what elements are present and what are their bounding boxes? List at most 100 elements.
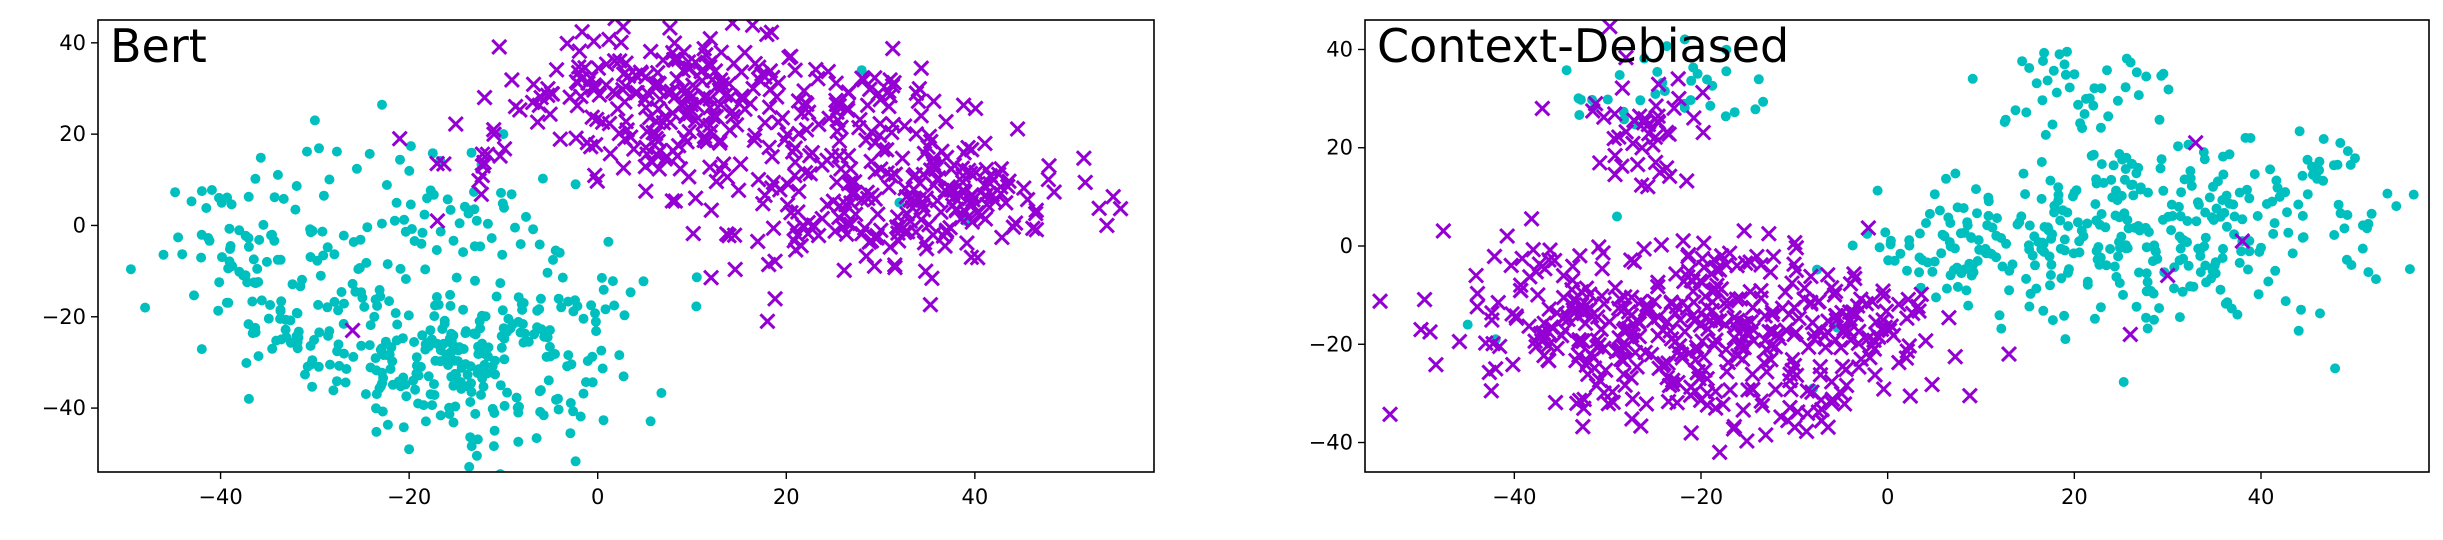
data-point-x	[1838, 377, 1855, 394]
data-point-x	[568, 130, 585, 147]
data-point-x	[765, 174, 782, 191]
data-point-x	[1736, 222, 1753, 239]
data-point-x	[761, 139, 778, 156]
data-point-dot	[578, 388, 589, 399]
data-point-x	[697, 46, 714, 63]
data-point-x	[664, 142, 682, 159]
data-point-x	[602, 145, 619, 162]
data-point-dot	[2060, 334, 2071, 345]
x-tick-label: −20	[1679, 485, 1723, 509]
data-point-dot	[445, 300, 456, 311]
data-point-dot	[2123, 223, 2134, 234]
data-point-dot	[2064, 82, 2075, 93]
data-point-x	[1593, 288, 1610, 305]
data-point-dot	[384, 349, 395, 360]
data-point-dot	[481, 349, 492, 360]
data-point-dot	[333, 339, 344, 350]
data-point-dot	[1959, 227, 1970, 238]
data-point-x	[886, 256, 903, 274]
data-point-x	[1796, 280, 1813, 297]
data-point-dot	[381, 180, 392, 190]
data-point-x	[1679, 268, 1696, 285]
data-point-x	[1867, 314, 1884, 331]
data-point-x	[1798, 423, 1815, 440]
data-point-dot	[2036, 193, 2047, 204]
data-point-dot	[2249, 169, 2260, 180]
data-point-dot	[2017, 56, 2028, 67]
data-point-dot	[313, 299, 324, 310]
data-point-x	[1503, 257, 1520, 274]
data-point-x	[1647, 98, 1665, 115]
data-point-dot	[2371, 274, 2381, 285]
data-point-x	[908, 85, 925, 102]
data-point-x	[1624, 391, 1641, 408]
data-point-dot	[1971, 184, 1981, 195]
data-point-x	[1483, 304, 1501, 322]
data-point-dot	[2158, 214, 2168, 225]
data-point-x	[1651, 164, 1669, 181]
data-point-dot	[1872, 185, 1883, 196]
data-point-dot	[2079, 109, 2090, 119]
data-point-dot	[275, 306, 286, 317]
data-point-dot	[329, 296, 340, 307]
data-point-dot	[302, 146, 312, 157]
data-point-x	[855, 71, 872, 88]
data-point-dot	[2253, 289, 2264, 300]
data-point-dot	[563, 296, 574, 307]
data-point-dot	[2192, 197, 2203, 208]
x-tick-label: 40	[961, 485, 988, 509]
data-point-dot	[1924, 208, 1935, 219]
data-point-x	[964, 191, 981, 208]
data-point-dot	[2228, 199, 2239, 210]
data-point-x	[1649, 113, 1666, 130]
data-point-dot	[443, 360, 454, 370]
data-point-x	[1661, 168, 1678, 185]
data-point-x	[1649, 278, 1666, 295]
data-point-x	[1762, 264, 1779, 281]
data-point-x	[872, 115, 889, 132]
data-point-dot	[490, 369, 501, 380]
data-point-x	[701, 58, 718, 75]
data-point-dot	[2059, 245, 2070, 256]
data-point-x	[883, 124, 900, 141]
data-point-dot	[243, 233, 254, 243]
data-point-dot	[460, 328, 471, 339]
data-point-dot	[2108, 160, 2119, 171]
data-point-dot	[499, 354, 510, 365]
data-point-x	[2187, 134, 2204, 151]
data-point-x	[1667, 333, 1684, 350]
data-point-dot	[276, 296, 287, 307]
data-point-dot	[2330, 363, 2341, 374]
data-point-x	[787, 140, 804, 157]
data-point-dot	[362, 222, 373, 233]
data-point-x	[663, 83, 680, 101]
data-point-dot	[313, 361, 324, 372]
data-point-x	[1726, 309, 1743, 326]
data-point-dot	[2051, 87, 2062, 98]
data-point-x	[761, 99, 778, 116]
data-point-dot	[223, 297, 234, 308]
data-point-dot	[619, 310, 630, 321]
data-point-x	[479, 146, 496, 163]
data-point-x	[1659, 313, 1676, 331]
data-point-dot	[625, 287, 636, 298]
data-point-dot	[600, 304, 611, 315]
data-point-dot	[2195, 267, 2206, 278]
data-point-x	[1845, 265, 1862, 283]
data-point-dot	[338, 318, 349, 329]
data-point-x	[955, 97, 972, 114]
data-point-dot	[196, 252, 207, 263]
data-point-dot	[347, 278, 358, 289]
data-point-x	[590, 60, 607, 77]
data-point-dot	[565, 398, 576, 408]
data-point-x	[1961, 387, 1978, 404]
data-point-dot	[2024, 244, 2035, 255]
data-point-x	[2122, 326, 2139, 343]
data-point-dot	[607, 276, 618, 287]
data-point-x	[1028, 221, 1045, 238]
data-point-dot	[423, 371, 434, 382]
data-point-x	[1810, 403, 1827, 421]
data-point-x	[1024, 220, 1041, 237]
data-point-x	[1578, 357, 1595, 374]
data-point-x	[609, 100, 626, 117]
